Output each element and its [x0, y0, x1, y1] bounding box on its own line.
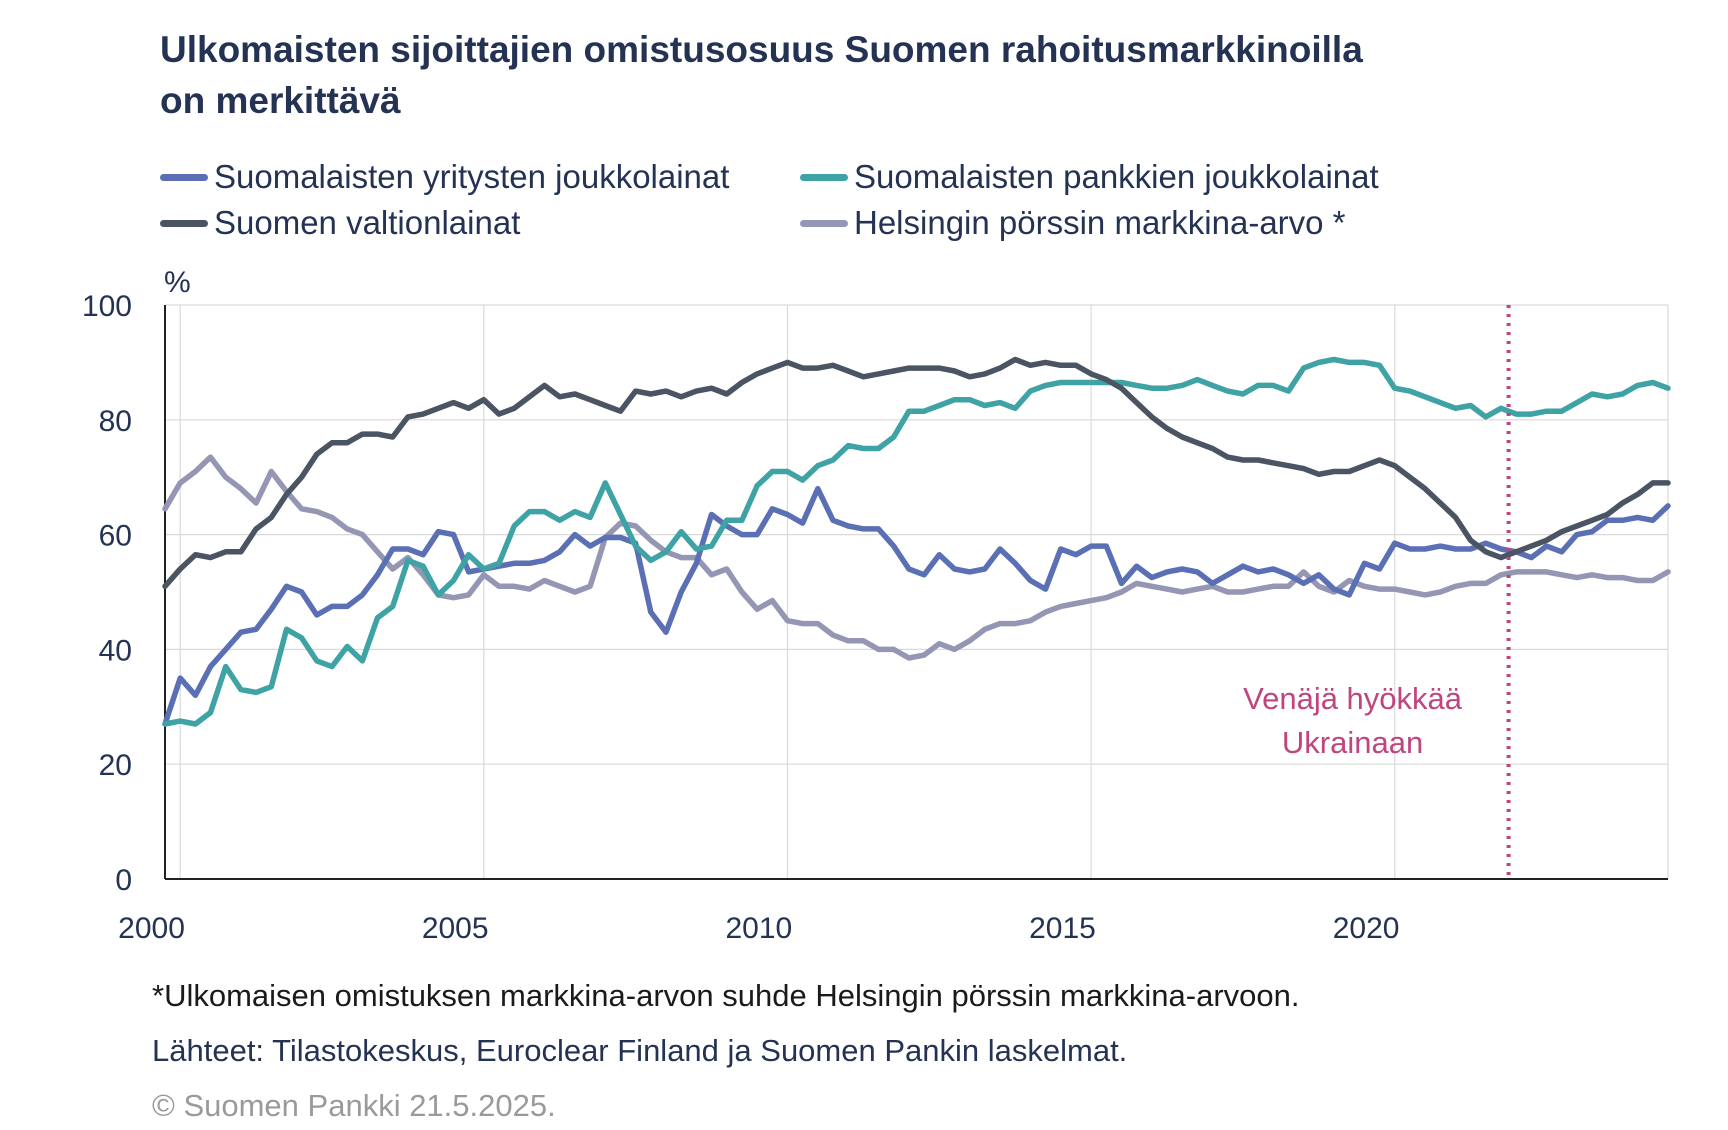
x-tick-label-2000: 2000 [118, 912, 185, 945]
x-tick-label-2015: 2015 [1029, 912, 1096, 945]
annotation-label-line-1: Venäjä hyökkää [1243, 681, 1463, 716]
y-tick-label-20: 20 [99, 749, 132, 782]
legend-label-stock-exchange: Helsingin pörssin markkina-arvo * [854, 204, 1346, 241]
chart-legend: Suomalaisten yritysten joukkolainat Suom… [160, 158, 1660, 258]
footnote-copyright: © Suomen Pankki 21.5.2025. [152, 1088, 556, 1123]
tick-labels: 0 20 40 60 80 100 2000 2005 2010 2015 2020 [82, 290, 1400, 945]
y-tick-label-100: 100 [82, 290, 132, 323]
x-tick-label-2020: 2020 [1333, 912, 1400, 945]
x-tick-label-2010: 2010 [725, 912, 792, 945]
legend-swatch-corporate-bonds [160, 173, 208, 181]
annotation-layer: Venäjä hyökkää Ukrainaan [1243, 305, 1511, 879]
line-chart: % 0 20 40 60 80 100 2000 2005 2010 2015 2020 Venäj… [82, 266, 1671, 945]
legend-label-bank-bonds: Suomalaisten pankkien joukkolainat [854, 158, 1379, 195]
legend-label-government-bonds: Suomen valtionlainat [214, 204, 521, 241]
legend-item-government-bonds: Suomen valtionlainat [160, 204, 520, 242]
legend-item-stock-exchange: Helsingin pörssin markkina-arvo * [800, 204, 1346, 242]
legend-swatch-stock-exchange [800, 219, 848, 227]
footnote-sources: Lähteet: Tilastokeskus, Euroclear Finlan… [152, 1033, 1128, 1068]
y-tick-label-80: 80 [99, 405, 132, 438]
y-tick-label-40: 40 [99, 634, 132, 667]
legend-item-bank-bonds: Suomalaisten pankkien joukkolainat [800, 158, 1379, 196]
footnote-asterisk: *Ulkomaisen omistuksen markkina-arvon su… [152, 978, 1300, 1013]
series-government-bonds-line [162, 356, 1671, 590]
legend-swatch-bank-bonds [800, 173, 848, 181]
chart-title-line-1: Ulkomaisten sijoittajien omistusosuus Su… [160, 29, 1363, 70]
y-tick-label-0: 0 [115, 864, 132, 897]
x-tick-label-2005: 2005 [422, 912, 489, 945]
chart-title: Ulkomaisten sijoittajien omistusosuus Su… [160, 24, 1640, 126]
y-axis-unit-label: % [164, 266, 191, 299]
legend-swatch-government-bonds [160, 219, 208, 227]
y-tick-label-60: 60 [99, 520, 132, 553]
legend-label-corporate-bonds: Suomalaisten yritysten joukkolainat [214, 158, 730, 195]
chart-title-line-2: on merkittävä [160, 80, 401, 121]
series-bank-bonds-line [162, 356, 1671, 727]
grid-layer [164, 304, 1669, 880]
annotation-label-line-2: Ukrainaan [1282, 725, 1423, 760]
series-corporate-bonds-line [162, 485, 1671, 727]
series-layer [162, 356, 1671, 727]
legend-item-corporate-bonds: Suomalaisten yritysten joukkolainat [160, 158, 729, 196]
